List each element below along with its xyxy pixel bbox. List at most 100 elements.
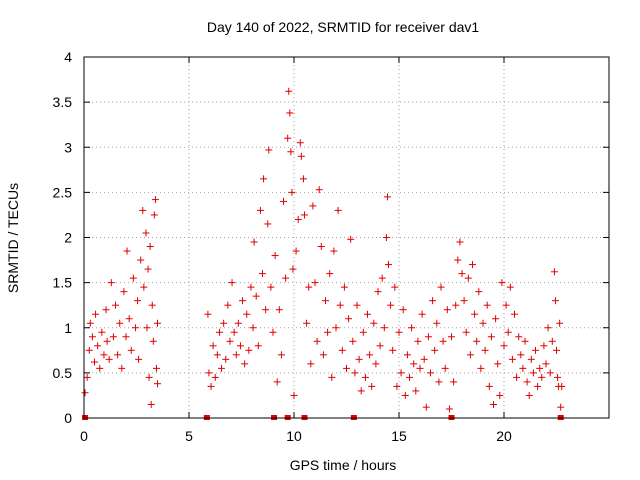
data-point xyxy=(448,333,455,341)
data-point xyxy=(345,315,353,323)
data-point xyxy=(380,324,388,332)
data-point xyxy=(209,342,217,350)
data-point xyxy=(259,270,266,278)
data-point xyxy=(378,274,386,282)
data-point xyxy=(454,256,462,264)
data-point xyxy=(122,333,130,341)
data-point xyxy=(338,346,346,354)
data-point xyxy=(123,247,131,255)
data-point xyxy=(296,139,304,147)
y-tick-labels: 0 0.5 1 1.5 2 2.5 3 3.5 4 xyxy=(53,49,73,426)
data-point xyxy=(287,148,295,156)
data-point xyxy=(328,373,336,381)
data-point xyxy=(403,351,411,359)
data-point xyxy=(324,328,332,336)
data-point xyxy=(437,283,445,291)
data-point xyxy=(152,364,160,372)
data-point xyxy=(81,389,89,397)
data-point xyxy=(252,292,260,300)
data-point xyxy=(230,328,238,336)
y-tick-label: 2 xyxy=(64,230,72,246)
data-point xyxy=(247,283,255,291)
data-point xyxy=(556,319,564,327)
data-point xyxy=(485,382,493,390)
data-point xyxy=(557,403,565,411)
data-point xyxy=(397,369,405,377)
x-tick-labels: 0 5 10 15 20 xyxy=(80,428,512,444)
data-point xyxy=(284,134,292,142)
data-point xyxy=(207,382,215,390)
data-point xyxy=(319,351,327,359)
data-point xyxy=(458,270,466,278)
data-point xyxy=(86,319,94,327)
data-point xyxy=(260,175,268,183)
data-point xyxy=(357,387,365,395)
data-point xyxy=(232,351,240,359)
data-point xyxy=(347,235,355,243)
data-point xyxy=(473,337,481,345)
data-point xyxy=(292,247,300,255)
data-point xyxy=(376,342,384,350)
data-point xyxy=(389,346,397,354)
data-point xyxy=(140,283,148,291)
data-point xyxy=(441,364,449,372)
data-point xyxy=(431,346,439,354)
data-point xyxy=(498,279,506,287)
y-tick-label: 3 xyxy=(64,139,72,155)
data-point xyxy=(290,391,298,399)
data-point xyxy=(551,297,559,305)
data-point xyxy=(286,109,294,117)
data-point xyxy=(429,297,437,305)
data-point xyxy=(134,297,142,305)
y-tick-label: 2.5 xyxy=(53,184,73,200)
data-point xyxy=(374,288,382,296)
data-point xyxy=(496,391,504,399)
data-point xyxy=(521,337,529,345)
x-tick-label: 5 xyxy=(185,428,193,444)
data-point xyxy=(330,247,338,255)
data-point xyxy=(83,373,91,381)
data-point xyxy=(294,215,302,223)
data-point xyxy=(88,333,96,341)
data-point xyxy=(249,324,257,332)
data-point xyxy=(452,301,460,309)
data-point xyxy=(129,274,137,282)
data-point xyxy=(383,193,391,201)
data-point xyxy=(265,146,273,154)
data-point xyxy=(399,306,407,314)
data-point xyxy=(315,186,323,194)
data-point xyxy=(554,373,562,381)
data-point xyxy=(102,306,110,314)
x-tick-label: 20 xyxy=(496,428,512,444)
data-point xyxy=(147,400,155,408)
data-point xyxy=(416,364,424,372)
data-point xyxy=(511,310,518,318)
data-point xyxy=(109,333,117,341)
data-point xyxy=(546,369,554,377)
data-point xyxy=(544,324,552,332)
data-point xyxy=(517,351,525,359)
data-point xyxy=(351,369,359,377)
data-point xyxy=(205,369,213,377)
data-point xyxy=(280,197,287,205)
data-point xyxy=(116,319,124,327)
data-point xyxy=(144,265,152,273)
data-point xyxy=(391,283,399,291)
data-point xyxy=(471,310,479,318)
data-point xyxy=(137,256,145,264)
data-point xyxy=(264,220,272,228)
data-point xyxy=(218,364,226,372)
data-point xyxy=(234,319,242,327)
data-point xyxy=(382,234,390,241)
data-point xyxy=(271,252,279,260)
data-point xyxy=(550,268,558,276)
data-point xyxy=(285,87,293,95)
data-point xyxy=(340,283,348,291)
data-point xyxy=(154,380,161,388)
data-point xyxy=(288,188,296,196)
data-point xyxy=(120,288,128,296)
data-point xyxy=(100,351,108,359)
data-point xyxy=(349,337,357,345)
data-point xyxy=(542,360,550,368)
data-point xyxy=(492,315,500,323)
